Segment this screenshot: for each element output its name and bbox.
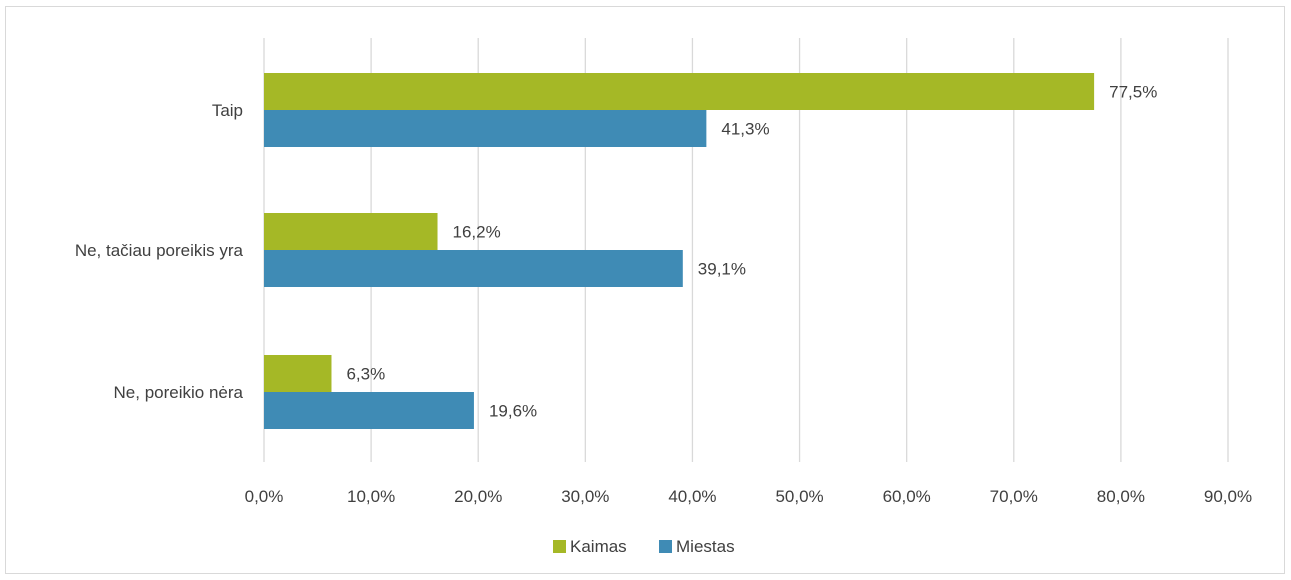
category-label: Ne, poreikio nėra [114, 383, 244, 402]
bar-kaimas[interactable] [264, 355, 332, 392]
bars [264, 73, 1095, 429]
bar-kaimas[interactable] [264, 213, 438, 250]
x-tick-label: 80,0% [1097, 487, 1145, 506]
data-labels: 77,5% 41,3% 16,2% 39,1% 6,3% 19,6% [346, 83, 1157, 421]
legend-label: Miestas [676, 537, 735, 556]
data-label: 16,2% [453, 223, 501, 242]
legend-label: Kaimas [570, 537, 627, 556]
x-tick-label: 70,0% [990, 487, 1038, 506]
data-label: 19,6% [489, 402, 537, 421]
data-label: 77,5% [1109, 83, 1157, 102]
x-axis-tick-labels: 0,0% 10,0% 20,0% 30,0% 40,0% 50,0% 60,0% 70,0% 8… [245, 487, 1252, 506]
legend-item-kaimas[interactable]: Kaimas [553, 537, 627, 556]
x-tick-label: 30,0% [561, 487, 609, 506]
data-label: 6,3% [346, 365, 385, 384]
category-label: Taip [212, 101, 243, 120]
legend-item-miestas[interactable]: Miestas [659, 537, 735, 556]
x-tick-label: 0,0% [245, 487, 284, 506]
x-tick-label: 90,0% [1204, 487, 1252, 506]
category-label: Ne, tačiau poreikis yra [75, 241, 244, 260]
bar-miestas[interactable] [264, 250, 683, 287]
data-label: 39,1% [698, 260, 746, 279]
x-tick-label: 60,0% [883, 487, 931, 506]
bar-miestas[interactable] [264, 110, 707, 147]
bar-miestas[interactable] [264, 392, 474, 429]
x-tick-label: 10,0% [347, 487, 395, 506]
legend-swatch [553, 540, 566, 553]
x-tick-label: 40,0% [668, 487, 716, 506]
data-label: 41,3% [721, 120, 769, 139]
legend-swatch [659, 540, 672, 553]
bar-kaimas[interactable] [264, 73, 1095, 110]
x-tick-label: 50,0% [775, 487, 823, 506]
legend[interactable]: Kaimas Miestas [553, 537, 735, 556]
x-tick-label: 20,0% [454, 487, 502, 506]
category-labels: Taip Ne, tačiau poreikis yra Ne, poreikio … [75, 101, 244, 402]
